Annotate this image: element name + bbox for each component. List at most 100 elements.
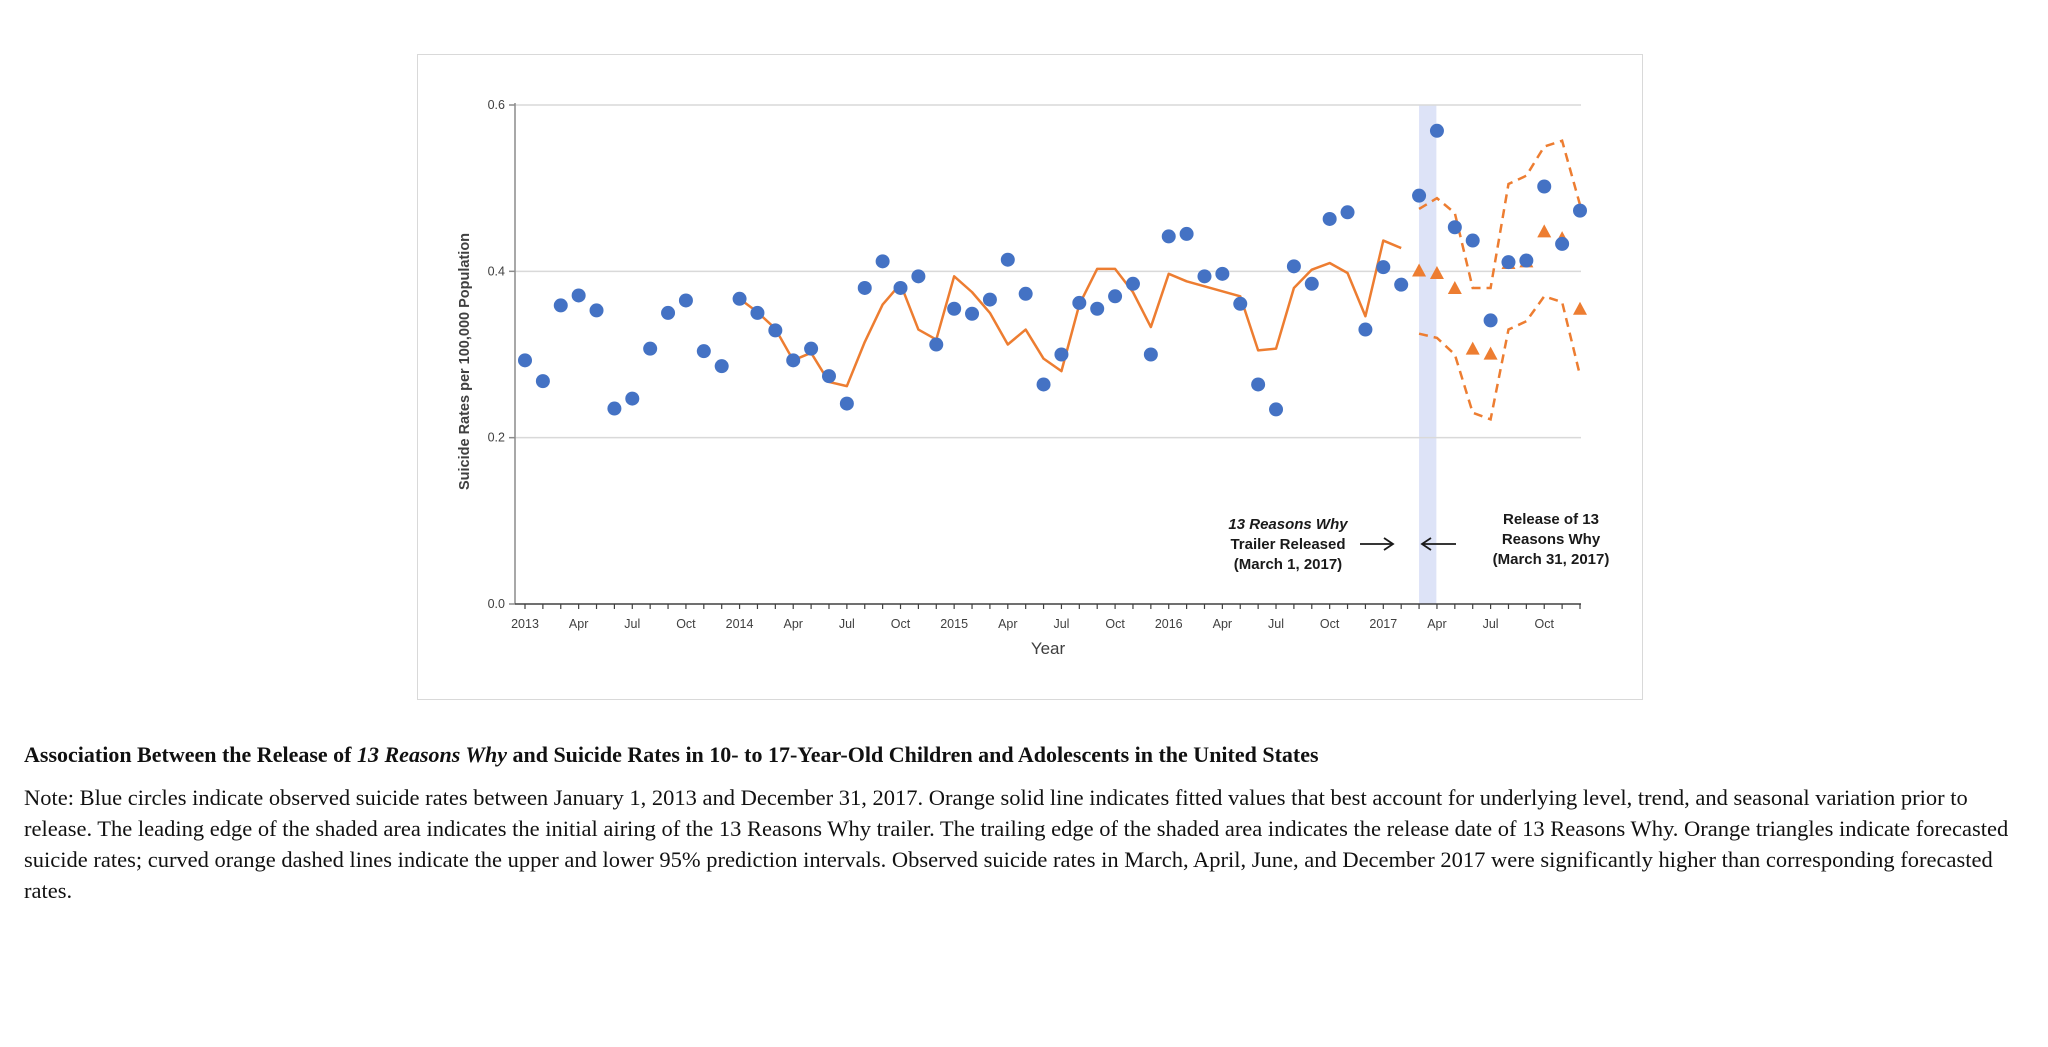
caption-title: Association Between the Release of 13 Re… — [24, 742, 2034, 768]
observed-point — [1072, 295, 1087, 310]
observed-point — [1429, 123, 1444, 138]
x-tick-label: Apr — [1427, 617, 1446, 631]
x-tick-label: Oct — [676, 617, 696, 631]
x-tick-label: Oct — [891, 617, 911, 631]
observed-point — [553, 298, 568, 313]
x-tick-label: Jul — [1053, 617, 1069, 631]
observed-point — [1555, 236, 1570, 251]
x-tick-label: Jul — [1483, 617, 1499, 631]
observed-point — [1537, 179, 1552, 194]
observed-point — [1251, 377, 1266, 392]
observed-point — [982, 292, 997, 307]
x-tick-label: Oct — [1320, 617, 1340, 631]
observed-point — [643, 341, 658, 356]
x-tick-label: Jul — [839, 617, 855, 631]
x-tick-label: 2015 — [940, 617, 968, 631]
observed-point — [1000, 252, 1015, 267]
observed-point — [1358, 322, 1373, 337]
observed-point — [661, 305, 676, 320]
observed-point — [1215, 266, 1230, 281]
observed-point — [1125, 276, 1140, 291]
annotation-trailer-line: Trailer Released — [1230, 536, 1345, 553]
y-tick-label: 0.6 — [488, 98, 505, 112]
fitted-line — [738, 239, 1402, 388]
observed-point — [893, 280, 908, 295]
x-tick-label: Apr — [569, 617, 588, 631]
observed-point — [750, 305, 765, 320]
observed-point — [768, 323, 783, 338]
observed-point — [607, 401, 622, 416]
observed-point — [1573, 203, 1587, 218]
observed-point — [947, 301, 962, 316]
observed-point — [696, 344, 711, 359]
observed-point — [875, 254, 890, 269]
caption-title-italic: 13 Reasons Why — [357, 742, 507, 767]
observed-point — [821, 369, 836, 384]
observed-point — [965, 306, 980, 321]
observed-point — [857, 280, 872, 295]
observed-point — [589, 303, 604, 318]
observed-point — [1108, 289, 1123, 304]
figure-caption: Association Between the Release of 13 Re… — [24, 742, 2034, 906]
caption-title-suffix: and Suicide Rates in 10- to 17-Year-Old … — [506, 742, 1319, 767]
observed-point — [1269, 402, 1284, 417]
x-axis-title: Year — [1031, 639, 1066, 658]
observed-point — [714, 359, 729, 374]
upper-95-prediction-line — [1418, 139, 1582, 290]
annotation-release-line: Release of 13 — [1503, 511, 1599, 528]
x-tick-label: 2016 — [1155, 617, 1183, 631]
observed-point — [1054, 347, 1069, 362]
caption-title-prefix: Association Between the Release of — [24, 742, 357, 767]
lower-95-prediction-line — [1418, 294, 1582, 422]
observed-point — [1394, 277, 1409, 292]
observed-point — [1519, 253, 1534, 268]
y-tick-label: 0.2 — [488, 431, 505, 445]
observed-point — [518, 353, 532, 368]
observed-point — [1161, 229, 1176, 244]
observed-point — [1483, 313, 1498, 328]
observed-point — [1465, 233, 1480, 248]
observed-point — [678, 293, 693, 308]
observed-point — [839, 396, 854, 411]
observed-point — [535, 374, 550, 389]
observed-point — [1304, 276, 1319, 291]
observed-point — [1501, 255, 1516, 270]
forecast-triangle — [1573, 301, 1587, 315]
y-axis-title: Suicide Rates per 100,000 Population — [457, 233, 473, 490]
observed-point — [732, 291, 747, 306]
observed-point — [1143, 347, 1158, 362]
forecast-triangle — [1465, 341, 1480, 355]
forecast-triangle — [1429, 265, 1444, 279]
x-tick-label: Oct — [1535, 617, 1555, 631]
observed-point — [1233, 296, 1248, 311]
observed-point — [1286, 259, 1301, 274]
x-tick-label: Apr — [998, 617, 1017, 631]
observed-point — [1179, 226, 1194, 241]
x-tick-label: 2013 — [511, 617, 539, 631]
forecast-triangle — [1412, 263, 1427, 277]
annotation-trailer-line: (March 1, 2017) — [1234, 556, 1342, 573]
observed-point — [1322, 211, 1337, 226]
chart-frame: 0.0 0.2 0.4 0.6 2013 Apr Jul Oct 2014 Apr Jul Oct 20… — [417, 54, 1643, 700]
observed-point — [911, 269, 926, 284]
observed-point — [786, 353, 801, 368]
observed-point — [1340, 205, 1355, 220]
observed-point — [1090, 301, 1105, 316]
observed-point — [1197, 269, 1212, 284]
annotation-release-line: (March 31, 2017) — [1493, 551, 1610, 568]
x-tick-label: 2014 — [726, 617, 754, 631]
forecast-triangle — [1483, 346, 1498, 360]
observed-point — [625, 391, 640, 406]
x-tick-label: Apr — [1213, 617, 1232, 631]
x-tick-label: Apr — [783, 617, 802, 631]
y-tick-label: 0.4 — [488, 264, 505, 278]
x-tick-label: Jul — [624, 617, 640, 631]
observed-point — [1412, 188, 1427, 203]
observed-point — [1036, 377, 1051, 392]
x-tick-label: Oct — [1105, 617, 1125, 631]
caption-note: Note: Blue circles indicate observed sui… — [24, 785, 2009, 903]
forecast-triangle — [1537, 224, 1552, 238]
y-tick-label: 0.0 — [488, 597, 505, 611]
observed-point — [929, 337, 944, 352]
observed-point — [1376, 260, 1391, 275]
